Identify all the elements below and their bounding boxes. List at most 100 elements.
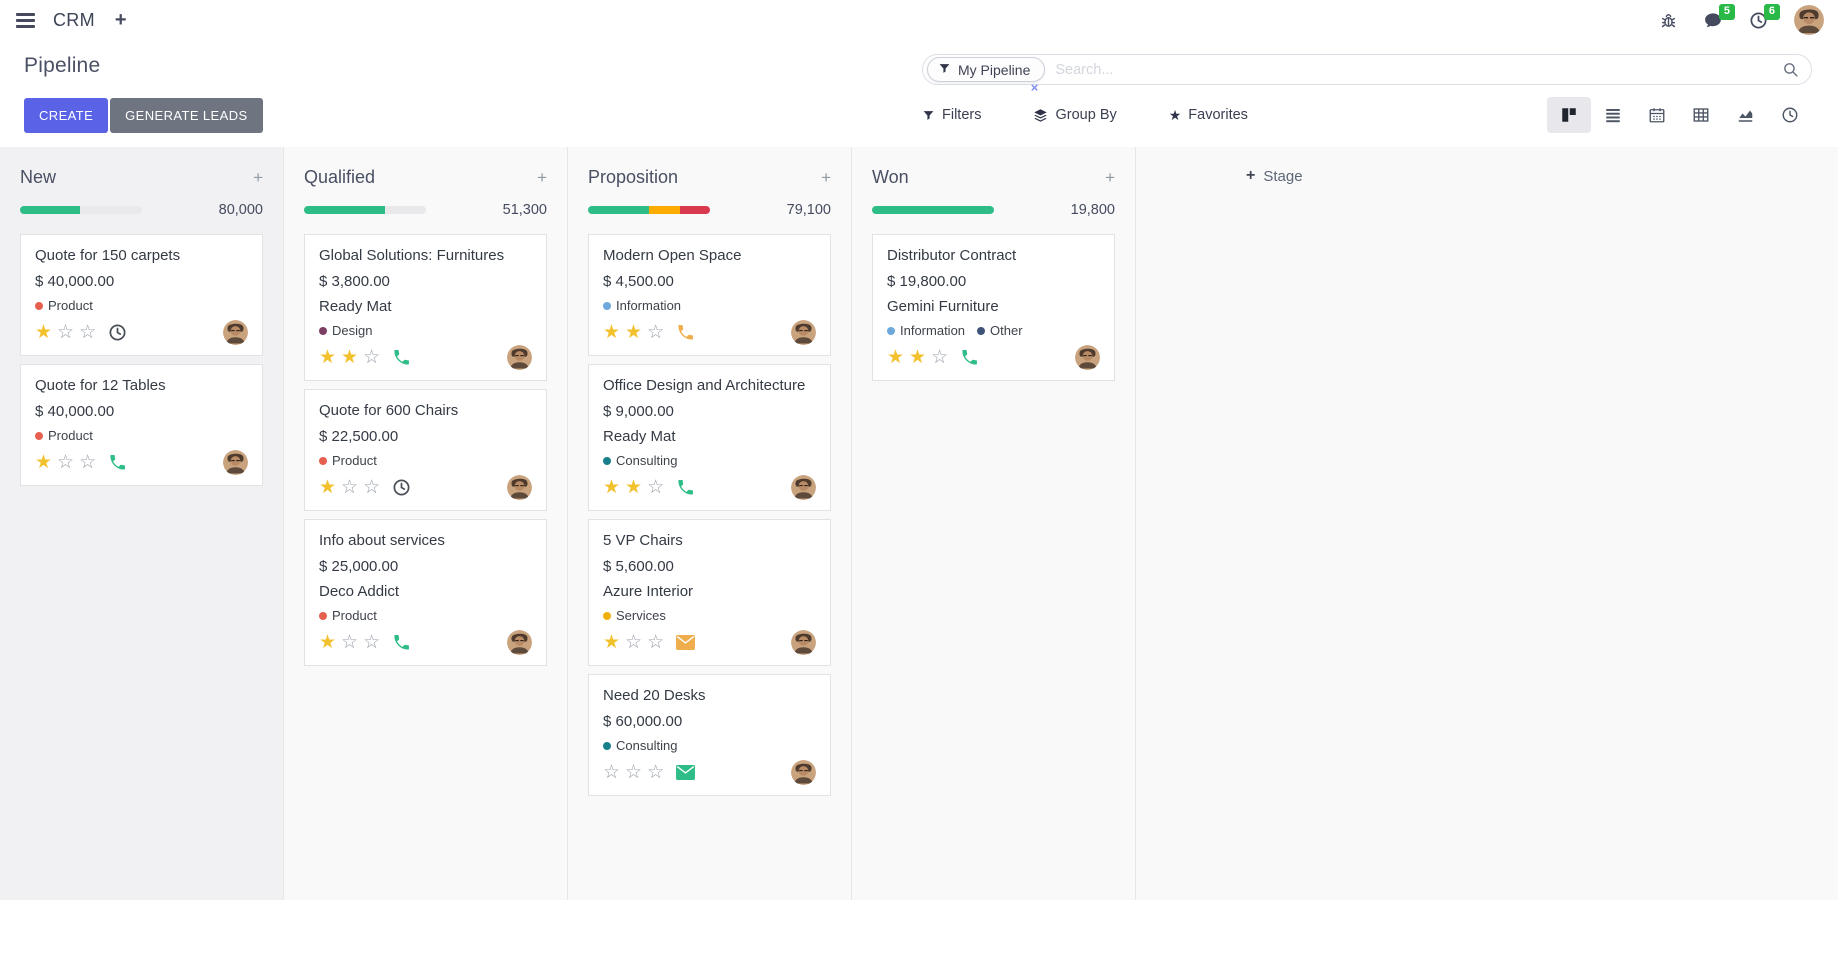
search-input[interactable] <box>1045 61 1782 78</box>
opportunity-card[interactable]: Info about services $ 25,000.00 Deco Add… <box>304 519 547 666</box>
opportunity-card[interactable]: 5 VP Chairs $ 5,600.00 Azure Interior Se… <box>588 519 831 666</box>
generate-leads-button[interactable]: GENERATE LEADS <box>110 97 263 133</box>
progress-segment[interactable] <box>679 206 710 214</box>
phone-activity-icon[interactable] <box>392 348 411 367</box>
opportunity-card[interactable]: Global Solutions: Furnitures $ 3,800.00 … <box>304 234 547 381</box>
activities-clock-icon[interactable]: 6 <box>1749 3 1780 30</box>
priority-star-1[interactable]: ★ <box>603 321 621 343</box>
phone-activity-icon[interactable] <box>108 453 127 472</box>
search-icon[interactable] <box>1782 61 1799 78</box>
salesperson-avatar[interactable] <box>791 475 816 500</box>
priority-star-1[interactable]: ★ <box>603 631 621 653</box>
apps-menu-icon[interactable] <box>14 9 37 32</box>
priority-star-1[interactable]: ★ <box>35 321 53 343</box>
priority-star-2[interactable]: ★ <box>341 346 359 368</box>
quick-create-icon[interactable]: + <box>537 167 547 187</box>
priority-star-1[interactable]: ★ <box>887 346 905 368</box>
phone-activity-icon[interactable] <box>676 323 695 342</box>
priority-star-1[interactable]: ★ <box>603 476 621 498</box>
priority-star-3[interactable]: ☆ <box>647 761 665 783</box>
priority-star-2[interactable]: ☆ <box>625 761 643 783</box>
user-avatar[interactable] <box>1794 5 1824 35</box>
remove-facet-icon[interactable]: × <box>1030 80 1039 95</box>
salesperson-avatar[interactable] <box>507 475 532 500</box>
priority-star-3[interactable]: ☆ <box>79 451 97 473</box>
progress-segment[interactable] <box>649 206 680 214</box>
priority-star-1[interactable]: ☆ <box>603 761 621 783</box>
progress-segment[interactable] <box>304 206 385 214</box>
opportunity-card[interactable]: Need 20 Desks $ 60,000.00 Consulting ☆ ☆ ☆ <box>588 674 831 796</box>
opportunity-card[interactable]: Office Design and Architecture $ 9,000.0… <box>588 364 831 511</box>
phone-activity-icon[interactable] <box>960 348 979 367</box>
filters-menu[interactable]: Filters <box>922 107 981 123</box>
salesperson-avatar[interactable] <box>223 320 248 345</box>
priority-star-1[interactable]: ★ <box>319 476 337 498</box>
opportunity-card[interactable]: Quote for 150 carpets $ 40,000.00 Produc… <box>20 234 263 356</box>
priority-star-2[interactable]: ★ <box>625 321 643 343</box>
priority-star-1[interactable]: ★ <box>35 451 53 473</box>
create-button[interactable]: CREATE <box>24 97 109 133</box>
list-view-button[interactable] <box>1591 97 1635 133</box>
salesperson-avatar[interactable] <box>791 760 816 785</box>
opportunity-card[interactable]: Distributor Contract $ 19,800.00 Gemini … <box>872 234 1115 381</box>
favorites-menu[interactable]: ★ Favorites <box>1169 107 1248 124</box>
salesperson-avatar[interactable] <box>791 320 816 345</box>
debug-bug-icon[interactable] <box>1660 12 1677 29</box>
column-progressbar[interactable] <box>304 206 426 214</box>
column-progressbar[interactable] <box>588 206 710 214</box>
priority-star-2[interactable]: ☆ <box>625 631 643 653</box>
quick-create-icon[interactable]: + <box>253 167 263 187</box>
priority-star-2[interactable]: ★ <box>625 476 643 498</box>
quick-create-icon[interactable]: + <box>821 167 831 187</box>
opportunity-card[interactable]: Modern Open Space $ 4,500.00 Information… <box>588 234 831 356</box>
clock-activity-icon[interactable] <box>392 478 411 497</box>
pivot-view-button[interactable] <box>1679 97 1723 133</box>
priority-star-3[interactable]: ☆ <box>647 321 665 343</box>
priority-star-3[interactable]: ☆ <box>363 631 381 653</box>
priority-star-3[interactable]: ☆ <box>363 476 381 498</box>
clock-activity-icon[interactable] <box>108 323 127 342</box>
envelope-activity-icon[interactable] <box>676 765 696 780</box>
salesperson-avatar[interactable] <box>1075 345 1100 370</box>
priority-star-3[interactable]: ☆ <box>931 346 949 368</box>
salesperson-avatar[interactable] <box>507 345 532 370</box>
priority-star-1[interactable]: ★ <box>319 631 337 653</box>
add-stage-button[interactable]: + Stage <box>1246 167 1303 185</box>
calendar-view-button[interactable] <box>1635 97 1679 133</box>
group-by-menu[interactable]: Group By <box>1033 107 1117 123</box>
priority-star-2[interactable]: ☆ <box>341 631 359 653</box>
graph-view-button[interactable] <box>1723 97 1768 133</box>
kanban-view-button[interactable] <box>1547 97 1591 133</box>
messages-icon[interactable]: 5 <box>1703 3 1735 30</box>
add-tab-icon[interactable]: + <box>114 9 127 31</box>
app-name[interactable]: CRM <box>53 9 95 30</box>
search-facet-my-pipeline[interactable]: My Pipeline × <box>927 57 1046 95</box>
priority-star-3[interactable]: ☆ <box>647 476 665 498</box>
progress-segment[interactable] <box>588 206 649 214</box>
priority-star-2[interactable]: ☆ <box>57 321 75 343</box>
column-progressbar[interactable] <box>872 206 994 214</box>
opportunity-card[interactable]: Quote for 12 Tables $ 40,000.00 Product … <box>20 364 263 486</box>
column-title[interactable]: Qualified <box>304 167 376 187</box>
salesperson-avatar[interactable] <box>507 630 532 655</box>
column-progressbar[interactable] <box>20 206 142 214</box>
progress-segment[interactable] <box>872 206 994 214</box>
column-title[interactable]: Proposition <box>588 167 679 187</box>
phone-activity-icon[interactable] <box>676 478 695 497</box>
envelope-activity-icon[interactable] <box>676 635 696 650</box>
phone-activity-icon[interactable] <box>392 633 411 652</box>
progress-segment[interactable] <box>20 206 80 214</box>
salesperson-avatar[interactable] <box>223 450 248 475</box>
column-title[interactable]: New <box>20 167 57 187</box>
priority-star-3[interactable]: ☆ <box>363 346 381 368</box>
quick-create-icon[interactable]: + <box>1105 167 1115 187</box>
activity-view-button[interactable] <box>1768 97 1812 133</box>
priority-star-2[interactable]: ★ <box>909 346 927 368</box>
priority-star-3[interactable]: ☆ <box>647 631 665 653</box>
column-title[interactable]: Won <box>872 167 909 187</box>
opportunity-card[interactable]: Quote for 600 Chairs $ 22,500.00 Product… <box>304 389 547 511</box>
priority-star-2[interactable]: ☆ <box>57 451 75 473</box>
search-box[interactable]: My Pipeline × <box>922 54 1812 95</box>
priority-star-2[interactable]: ☆ <box>341 476 359 498</box>
priority-star-1[interactable]: ★ <box>319 346 337 368</box>
